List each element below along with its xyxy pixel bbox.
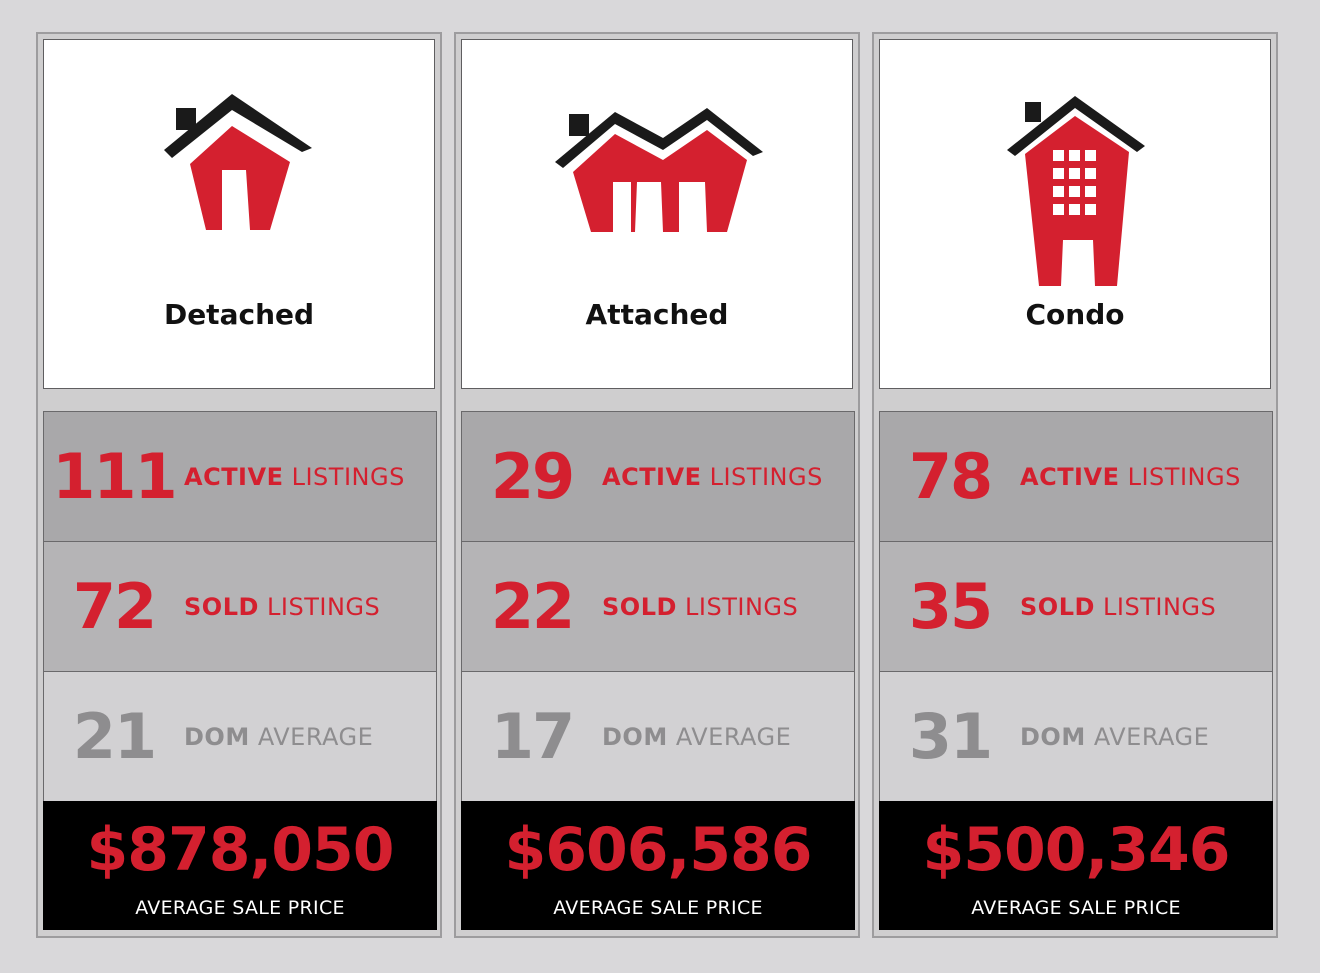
active-label: ACTIVE LISTINGS	[184, 462, 405, 491]
average-price-block: $500,346 AVERAGE SALE PRICE	[879, 801, 1273, 930]
dom-average-row: 17 DOM AVERAGE	[461, 671, 855, 802]
sold-label: SOLD LISTINGS	[1020, 592, 1217, 621]
average-price-block: $606,586 AVERAGE SALE PRICE	[461, 801, 855, 930]
dom-label: DOM AVERAGE	[184, 722, 374, 751]
sold-count: 72	[72, 570, 157, 643]
attached-card: Attached 29 ACTIVE LISTINGS 22 SOLD LIST…	[454, 32, 860, 938]
dom-value: 17	[490, 700, 575, 773]
attached-house-icon	[462, 90, 852, 300]
type-label: Condo	[1025, 298, 1125, 331]
active-count: 111	[52, 440, 177, 513]
active-listings-row: 111 ACTIVE LISTINGS	[43, 411, 437, 542]
sold-count: 35	[908, 570, 993, 643]
average-price-label: AVERAGE SALE PRICE	[971, 897, 1181, 919]
sold-listings-row: 22 SOLD LISTINGS	[461, 541, 855, 672]
type-header: Detached	[43, 39, 435, 389]
sold-listings-row: 72 SOLD LISTINGS	[43, 541, 437, 672]
type-label: Attached	[585, 298, 729, 331]
active-label: ACTIVE LISTINGS	[602, 462, 823, 491]
active-listings-row: 29 ACTIVE LISTINGS	[461, 411, 855, 542]
dom-average-row: 21 DOM AVERAGE	[43, 671, 437, 802]
condo-building-icon	[880, 90, 1270, 300]
dom-label: DOM AVERAGE	[1020, 722, 1210, 751]
average-price-label: AVERAGE SALE PRICE	[135, 897, 345, 919]
average-price-value: $878,050	[86, 815, 394, 885]
dom-value: 31	[908, 700, 993, 773]
sold-label: SOLD LISTINGS	[184, 592, 381, 621]
sold-label: SOLD LISTINGS	[602, 592, 799, 621]
sold-listings-row: 35 SOLD LISTINGS	[879, 541, 1273, 672]
average-price-value: $500,346	[922, 815, 1230, 885]
active-listings-row: 78 ACTIVE LISTINGS	[879, 411, 1273, 542]
average-price-label: AVERAGE SALE PRICE	[553, 897, 763, 919]
active-count: 78	[908, 440, 993, 513]
sold-count: 22	[490, 570, 575, 643]
type-header: Condo	[879, 39, 1271, 389]
type-label: Detached	[163, 298, 315, 331]
average-price-block: $878,050 AVERAGE SALE PRICE	[43, 801, 437, 930]
detached-card: Detached 111 ACTIVE LISTINGS 72 SOLD LIS…	[36, 32, 442, 938]
active-label: ACTIVE LISTINGS	[1020, 462, 1241, 491]
average-price-value: $606,586	[504, 815, 812, 885]
dom-value: 21	[72, 700, 157, 773]
dom-average-row: 31 DOM AVERAGE	[879, 671, 1273, 802]
detached-house-icon	[44, 90, 434, 300]
dom-label: DOM AVERAGE	[602, 722, 792, 751]
type-header: Attached	[461, 39, 853, 389]
active-count: 29	[490, 440, 575, 513]
condo-card: Condo 78 ACTIVE LISTINGS 35 SOLD LISTING…	[872, 32, 1278, 938]
